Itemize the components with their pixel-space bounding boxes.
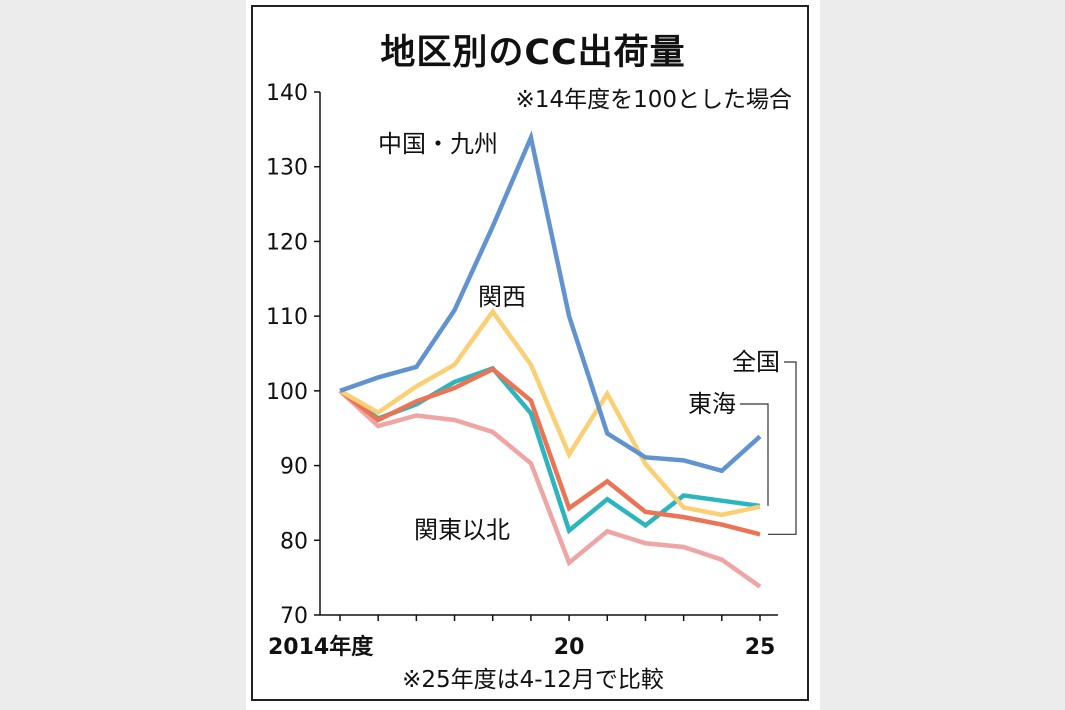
series-line	[339, 130, 762, 474]
y-tick-label: 130	[266, 156, 308, 181]
series-label: 中国・九州	[378, 130, 498, 158]
series-line	[338, 366, 761, 537]
chart-frame	[251, 5, 809, 701]
series-line	[338, 389, 762, 589]
chart-figure: 地区別のCC出荷量 ※14年度を100とした場合 70 80 90 100 110 120…	[246, 0, 820, 710]
line-chart: 70 80 90 100 110 120 130 140 2014年度 20 25 関東以北 東海 全国…	[266, 81, 797, 660]
footnote: ※25年度は4-12月で比較	[402, 667, 664, 693]
series-label: 関東以北	[414, 516, 510, 544]
y-tick-label: 110	[266, 305, 308, 330]
series-lines	[338, 130, 762, 589]
y-tick-label: 140	[266, 81, 308, 106]
chart-title: 地区別のCC出荷量	[380, 33, 686, 73]
x-tick-label: 25	[745, 635, 776, 660]
y-tick-label: 120	[266, 230, 308, 255]
series-label: 関西	[478, 283, 526, 311]
x-tick-label: 20	[554, 635, 585, 660]
chart-subtitle: ※14年度を100とした場合	[515, 87, 792, 113]
series-labels: 関東以北 東海 全国 関西 中国・九州	[378, 130, 797, 544]
y-tick-label: 90	[280, 455, 308, 480]
series-label: 全国	[732, 348, 780, 376]
leader-line	[768, 361, 797, 535]
leader-line	[740, 403, 769, 506]
series-line	[338, 307, 761, 518]
axes: 70 80 90 100 110 120 130 140 2014年度 20 25	[266, 81, 778, 660]
y-tick-label: 80	[280, 529, 308, 554]
series-label: 東海	[688, 390, 736, 418]
y-tick-label: 70	[280, 604, 308, 629]
x-tick-label: 2014年度	[268, 634, 374, 660]
y-tick-label: 100	[266, 380, 308, 405]
